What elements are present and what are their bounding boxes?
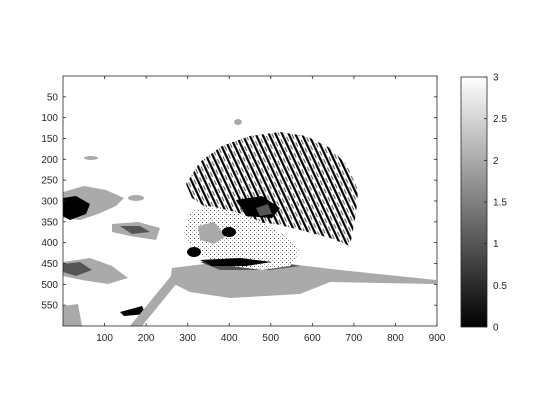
x-tick-label: 400 bbox=[221, 333, 238, 344]
hedgehog-ear bbox=[256, 204, 272, 216]
x-axis: 100 200 300 400 500 600 700 800 900 bbox=[96, 76, 446, 344]
y-tick-label: 500 bbox=[41, 280, 58, 291]
colorbar: 0 0.5 1 1.5 2 2.5 3 bbox=[460, 73, 507, 334]
heatmap-image bbox=[63, 76, 437, 326]
colorbar-gradient bbox=[460, 76, 488, 328]
hedgehog-nose bbox=[187, 247, 201, 257]
twig-dark-blob bbox=[120, 306, 146, 316]
y-tick-label: 400 bbox=[41, 238, 58, 249]
y-tick-label: 550 bbox=[41, 301, 58, 312]
colorbar-tick-label: 0.5 bbox=[493, 281, 507, 292]
hedgehog-face bbox=[184, 206, 300, 270]
colorbar-tick-label: 2 bbox=[493, 156, 499, 167]
x-tick-label: 800 bbox=[387, 333, 404, 344]
x-tick-label: 500 bbox=[262, 333, 279, 344]
colorbar-tick-label: 1 bbox=[493, 239, 499, 250]
y-axis: 50 100 150 200 250 300 350 400 450 500 550 bbox=[41, 92, 437, 312]
speck-left bbox=[84, 156, 98, 160]
x-tick-label: 300 bbox=[179, 333, 196, 344]
y-tick-label: 450 bbox=[41, 259, 58, 270]
colorbar-tick-label: 2.5 bbox=[493, 114, 507, 125]
y-tick-label: 300 bbox=[41, 197, 58, 208]
foliage-dark-left bbox=[63, 196, 90, 220]
x-tick-label: 700 bbox=[346, 333, 363, 344]
ground-shadow bbox=[170, 262, 436, 298]
colorbar-tick-label: 0 bbox=[493, 323, 499, 334]
x-tick-label: 600 bbox=[304, 333, 321, 344]
foliage-dark-mid bbox=[120, 226, 150, 234]
y-tick-label: 200 bbox=[41, 155, 58, 166]
y-tick-label: 350 bbox=[41, 217, 58, 228]
colorbar-tick-label: 3 bbox=[493, 73, 499, 84]
y-tick-label: 150 bbox=[41, 134, 58, 145]
colorbar-tick-label: 1.5 bbox=[493, 198, 507, 209]
speck-mid bbox=[128, 195, 144, 201]
y-tick-label: 100 bbox=[41, 113, 58, 124]
colorbar-ticks: 0 0.5 1 1.5 2 2.5 3 bbox=[484, 73, 507, 334]
hedgehog-eye bbox=[222, 227, 236, 237]
x-tick-label: 900 bbox=[429, 333, 446, 344]
x-tick-label: 100 bbox=[96, 333, 113, 344]
twig-stick bbox=[130, 270, 186, 326]
foliage-dark-left-lower bbox=[63, 262, 92, 276]
speck-upper bbox=[234, 119, 242, 125]
hedgehog-mouth bbox=[200, 258, 272, 266]
foliage-bottom-left bbox=[63, 304, 82, 326]
y-tick-label: 250 bbox=[41, 176, 58, 187]
face-shading bbox=[198, 222, 226, 244]
x-tick-label: 200 bbox=[138, 333, 155, 344]
y-tick-label: 50 bbox=[47, 92, 59, 103]
